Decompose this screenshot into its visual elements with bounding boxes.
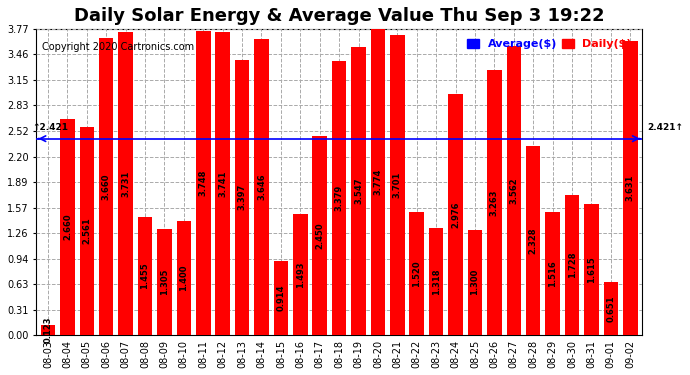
Text: 3.701: 3.701 [393, 172, 402, 198]
Bar [584, 204, 599, 335]
Bar [332, 61, 346, 335]
Text: 1.455: 1.455 [141, 262, 150, 290]
Text: 2.561: 2.561 [82, 218, 91, 244]
Bar [506, 46, 521, 335]
Text: 3.646: 3.646 [257, 174, 266, 201]
Text: 2.976: 2.976 [451, 201, 460, 228]
Bar [60, 119, 75, 335]
Text: 2.421↑: 2.421↑ [648, 123, 684, 132]
Bar [371, 29, 385, 335]
Bar [254, 39, 269, 335]
Text: 3.731: 3.731 [121, 171, 130, 197]
Text: 1.493: 1.493 [296, 261, 305, 288]
Text: 1.520: 1.520 [412, 260, 422, 286]
Text: 1.300: 1.300 [471, 269, 480, 296]
Bar [293, 214, 308, 335]
Bar [196, 31, 210, 335]
Bar [468, 230, 482, 335]
Title: Daily Solar Energy & Average Value Thu Sep 3 19:22: Daily Solar Energy & Average Value Thu S… [74, 7, 604, 25]
Bar [99, 38, 113, 335]
Bar [545, 212, 560, 335]
Text: 3.562: 3.562 [509, 177, 518, 204]
Text: 3.263: 3.263 [490, 189, 499, 216]
Text: 1.400: 1.400 [179, 265, 188, 291]
Text: 3.379: 3.379 [335, 185, 344, 211]
Bar [623, 40, 638, 335]
Text: 3.741: 3.741 [218, 170, 227, 196]
Bar [564, 195, 580, 335]
Text: Copyright 2020 Cartronics.com: Copyright 2020 Cartronics.com [42, 42, 195, 51]
Bar [119, 33, 133, 335]
Text: 3.774: 3.774 [373, 169, 382, 195]
Bar [177, 221, 191, 335]
Bar [487, 70, 502, 335]
Text: 0.123: 0.123 [43, 317, 52, 343]
Text: 1.615: 1.615 [587, 256, 596, 283]
Bar [215, 32, 230, 335]
Text: 2.328: 2.328 [529, 227, 538, 254]
Text: 3.660: 3.660 [101, 173, 110, 200]
Bar [79, 127, 94, 335]
Bar [604, 282, 618, 335]
Bar [157, 229, 172, 335]
Bar [390, 35, 404, 335]
Text: ↑2.421: ↑2.421 [32, 123, 68, 132]
Text: 2.660: 2.660 [63, 214, 72, 240]
Bar [235, 60, 249, 335]
Bar [313, 136, 327, 335]
Bar [351, 47, 366, 335]
Bar [41, 325, 55, 335]
Bar [409, 212, 424, 335]
Text: 3.631: 3.631 [626, 174, 635, 201]
Text: 3.748: 3.748 [199, 170, 208, 196]
Text: 1.728: 1.728 [568, 252, 577, 278]
Text: 3.547: 3.547 [354, 178, 363, 204]
Bar [526, 146, 540, 335]
Text: 0.651: 0.651 [607, 295, 615, 322]
Text: 1.305: 1.305 [160, 269, 169, 295]
Text: 3.397: 3.397 [237, 184, 246, 210]
Bar [448, 94, 463, 335]
Text: 1.318: 1.318 [432, 268, 441, 295]
Text: 0.914: 0.914 [277, 285, 286, 311]
Text: 2.450: 2.450 [315, 222, 324, 249]
Bar [429, 228, 444, 335]
Bar [138, 217, 152, 335]
Legend: Average($), Daily($): Average($), Daily($) [463, 35, 636, 54]
Bar [274, 261, 288, 335]
Text: 1.516: 1.516 [548, 260, 557, 287]
